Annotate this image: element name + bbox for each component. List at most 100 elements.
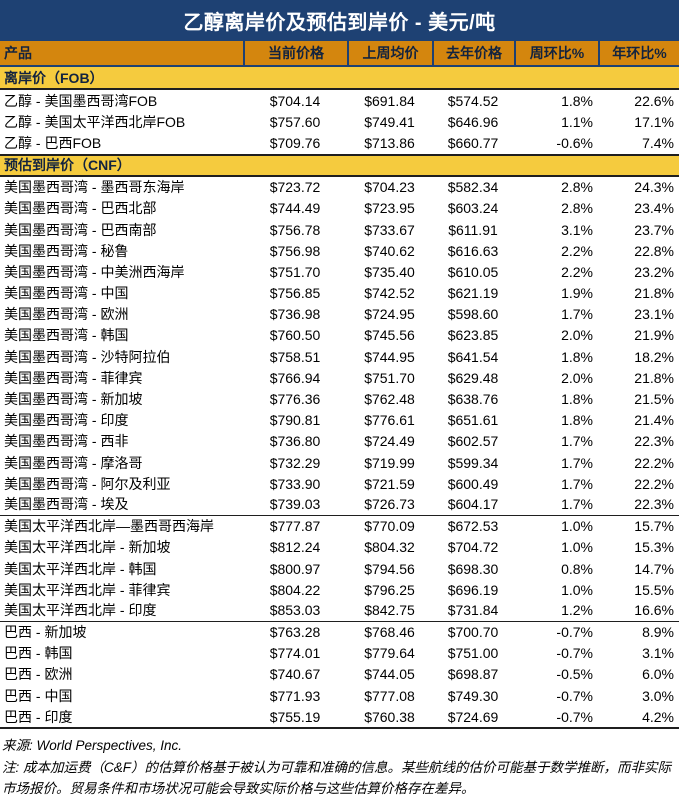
last-week-price-cell: $776.61	[364, 412, 415, 429]
current-price-cell: $739.03	[269, 496, 321, 513]
table-row: 美国墨西哥湾 - 埃及 $739.03 $726.73 $604.17 1.7% 22.3…	[0, 494, 679, 516]
product-cell: 美国墨西哥湾 - 新加坡	[4, 391, 143, 408]
table-row: 巴西 - 新加坡 $763.28 $768.46 $700.70 -0.7% 8.9%	[0, 621, 679, 643]
current-price-cell: $763.28	[269, 624, 321, 641]
table-row: 巴西 - 韩国 $774.01 $779.64 $751.00 -0.7% 3.1%	[0, 642, 679, 664]
current-price-cell: $740.67	[269, 666, 321, 683]
product-cell: 巴西 - 新加坡	[4, 624, 87, 641]
last-year-price-cell: $651.61	[447, 412, 499, 429]
last-week-price-cell: $779.64	[364, 645, 415, 662]
product-cell: 乙醇 - 巴西FOB	[4, 134, 102, 151]
last-year-price-cell: $621.19	[447, 285, 499, 302]
table-row: 美国墨西哥湾 - 西非 $736.80 $724.49 $602.57 1.7% 22.3…	[0, 430, 679, 452]
last-week-price-cell: $760.38	[364, 708, 415, 725]
current-price-cell: $776.36	[269, 391, 321, 408]
yoy-change-cell: 23.4%	[634, 200, 674, 217]
current-price-cell: $756.98	[269, 242, 321, 259]
product-cell: 美国墨西哥湾 - 巴西南部	[4, 221, 157, 238]
current-price-cell: $812.24	[269, 539, 321, 556]
product-cell: 美国太平洋西北岸 - 菲律宾	[4, 581, 171, 598]
last-week-price-cell: $719.99	[364, 454, 415, 471]
yoy-change-cell: 4.2%	[642, 708, 674, 725]
last-week-price-cell: $724.49	[364, 433, 415, 450]
last-year-price-cell: $598.60	[447, 306, 499, 323]
wow-change-cell: 1.8%	[561, 92, 593, 109]
wow-change-cell: 1.2%	[561, 602, 593, 619]
yoy-change-cell: 14.7%	[634, 560, 674, 577]
table-row: 美国墨西哥湾 - 沙特阿拉伯 $758.51 $744.95 $641.54 1.8% 1…	[0, 346, 679, 368]
table-row: 美国墨西哥湾 - 摩洛哥 $732.29 $719.99 $599.34 1.7% 22.…	[0, 452, 679, 474]
table-row: 巴西 - 中国 $771.93 $777.08 $749.30 -0.7% 3.0%	[0, 685, 679, 707]
last-year-price-cell: $602.57	[447, 433, 499, 450]
current-price-cell: $853.03	[269, 602, 321, 619]
column-header-yoy-change: 年环比%	[598, 41, 679, 65]
note-text: 注: 成本加运费（C&F）的估算价格基于被认为可靠和准确的信息。某些航线的估价可…	[2, 760, 671, 797]
last-year-price-cell: $582.34	[447, 179, 499, 196]
yoy-change-cell: 6.0%	[642, 666, 674, 683]
wow-change-cell: 2.0%	[561, 369, 593, 386]
table-row: 乙醇 - 巴西FOB $709.76 $713.86 $660.77 -0.6% 7.4%	[0, 132, 679, 154]
last-year-price-cell: $660.77	[447, 134, 499, 151]
yoy-change-cell: 22.2%	[634, 454, 674, 471]
footer: 来源: World Perspectives, Inc. 注: 成本加运费（C&…	[0, 729, 679, 799]
last-week-price-cell: $777.08	[364, 687, 415, 704]
product-cell: 美国墨西哥湾 - 韩国	[4, 327, 129, 344]
last-week-price-cell: $744.05	[364, 666, 415, 683]
wow-change-cell: -0.7%	[556, 687, 593, 704]
product-cell: 巴西 - 印度	[4, 708, 73, 725]
current-price-cell: $766.94	[269, 369, 321, 386]
wow-change-cell: 1.7%	[561, 475, 593, 492]
last-week-price-cell: $691.84	[364, 92, 415, 109]
table-header-row: 产品 当前价格 上周均价 去年价格 周环比% 年环比%	[0, 41, 679, 67]
yoy-change-cell: 21.9%	[634, 327, 674, 344]
price-table: 产品 当前价格 上周均价 去年价格 周环比% 年环比% 离岸价（FOB） 乙醇 -…	[0, 41, 679, 730]
yoy-change-cell: 21.8%	[634, 369, 674, 386]
current-price-cell: $760.50	[269, 327, 321, 344]
yoy-change-cell: 21.8%	[634, 285, 674, 302]
table-row: 美国太平洋西北岸 - 印度 $853.03 $842.75 $731.84 1.2% 16…	[0, 600, 679, 622]
last-week-price-cell: $733.67	[364, 221, 415, 238]
column-header-wow-change: 周环比%	[514, 41, 598, 65]
product-cell: 美国墨西哥湾 - 中国	[4, 285, 129, 302]
current-price-cell: $732.29	[269, 454, 321, 471]
product-cell: 美国太平洋西北岸 - 韩国	[4, 560, 157, 577]
last-year-price-cell: $623.85	[447, 327, 499, 344]
product-cell: 美国墨西哥湾 - 秘鲁	[4, 242, 129, 259]
yoy-change-cell: 15.3%	[634, 539, 674, 556]
last-week-price-cell: $742.52	[364, 285, 415, 302]
product-cell: 美国墨西哥湾 - 菲律宾	[4, 369, 143, 386]
current-price-cell: $751.70	[269, 263, 321, 280]
yoy-change-cell: 22.3%	[634, 433, 674, 450]
wow-change-cell: 2.2%	[561, 263, 593, 280]
wow-change-cell: 1.7%	[561, 454, 593, 471]
product-cell: 美国太平洋西北岸—墨西哥西海岸	[4, 518, 214, 535]
wow-change-cell: 1.0%	[561, 539, 593, 556]
table-row: 美国太平洋西北岸 - 新加坡 $812.24 $804.32 $704.72 1.0% 1…	[0, 536, 679, 558]
table-row: 巴西 - 印度 $755.19 $760.38 $724.69 -0.7% 4.2%	[0, 706, 679, 728]
last-year-price-cell: $646.96	[447, 113, 499, 130]
product-cell: 美国墨西哥湾 - 欧洲	[4, 306, 129, 323]
table-row: 美国太平洋西北岸—墨西哥西海岸 $777.87 $770.09 $672.53 1.0%…	[0, 515, 679, 537]
last-year-price-cell: $700.70	[447, 624, 499, 641]
last-year-price-cell: $616.63	[447, 242, 499, 259]
wow-change-cell: 1.7%	[561, 496, 593, 513]
current-price-cell: $756.78	[269, 221, 321, 238]
last-year-price-cell: $698.30	[447, 560, 499, 577]
current-price-cell: $800.97	[269, 560, 321, 577]
last-year-price-cell: $610.05	[447, 263, 499, 280]
last-week-price-cell: $726.73	[364, 496, 415, 513]
product-cell: 美国太平洋西北岸 - 新加坡	[4, 539, 171, 556]
last-week-price-cell: $735.40	[364, 263, 415, 280]
table-row: 美国墨西哥湾 - 菲律宾 $766.94 $751.70 $629.48 2.0% 21.…	[0, 367, 679, 389]
last-year-price-cell: $574.52	[447, 92, 499, 109]
product-cell: 巴西 - 中国	[4, 687, 73, 704]
table-row: 巴西 - 欧洲 $740.67 $744.05 $698.87 -0.5% 6.0%	[0, 663, 679, 686]
wow-change-cell: 2.8%	[561, 200, 593, 217]
product-cell: 美国墨西哥湾 - 阿尔及利亚	[4, 475, 171, 492]
table-row: 乙醇 - 美国墨西哥湾FOB $704.14 $691.84 $574.52 1.8% 2…	[0, 90, 679, 112]
current-price-cell: $777.87	[269, 518, 321, 535]
last-week-price-cell: $721.59	[364, 475, 415, 492]
product-cell: 美国墨西哥湾 - 墨西哥东海岸	[4, 179, 185, 196]
yoy-change-cell: 22.6%	[634, 92, 674, 109]
